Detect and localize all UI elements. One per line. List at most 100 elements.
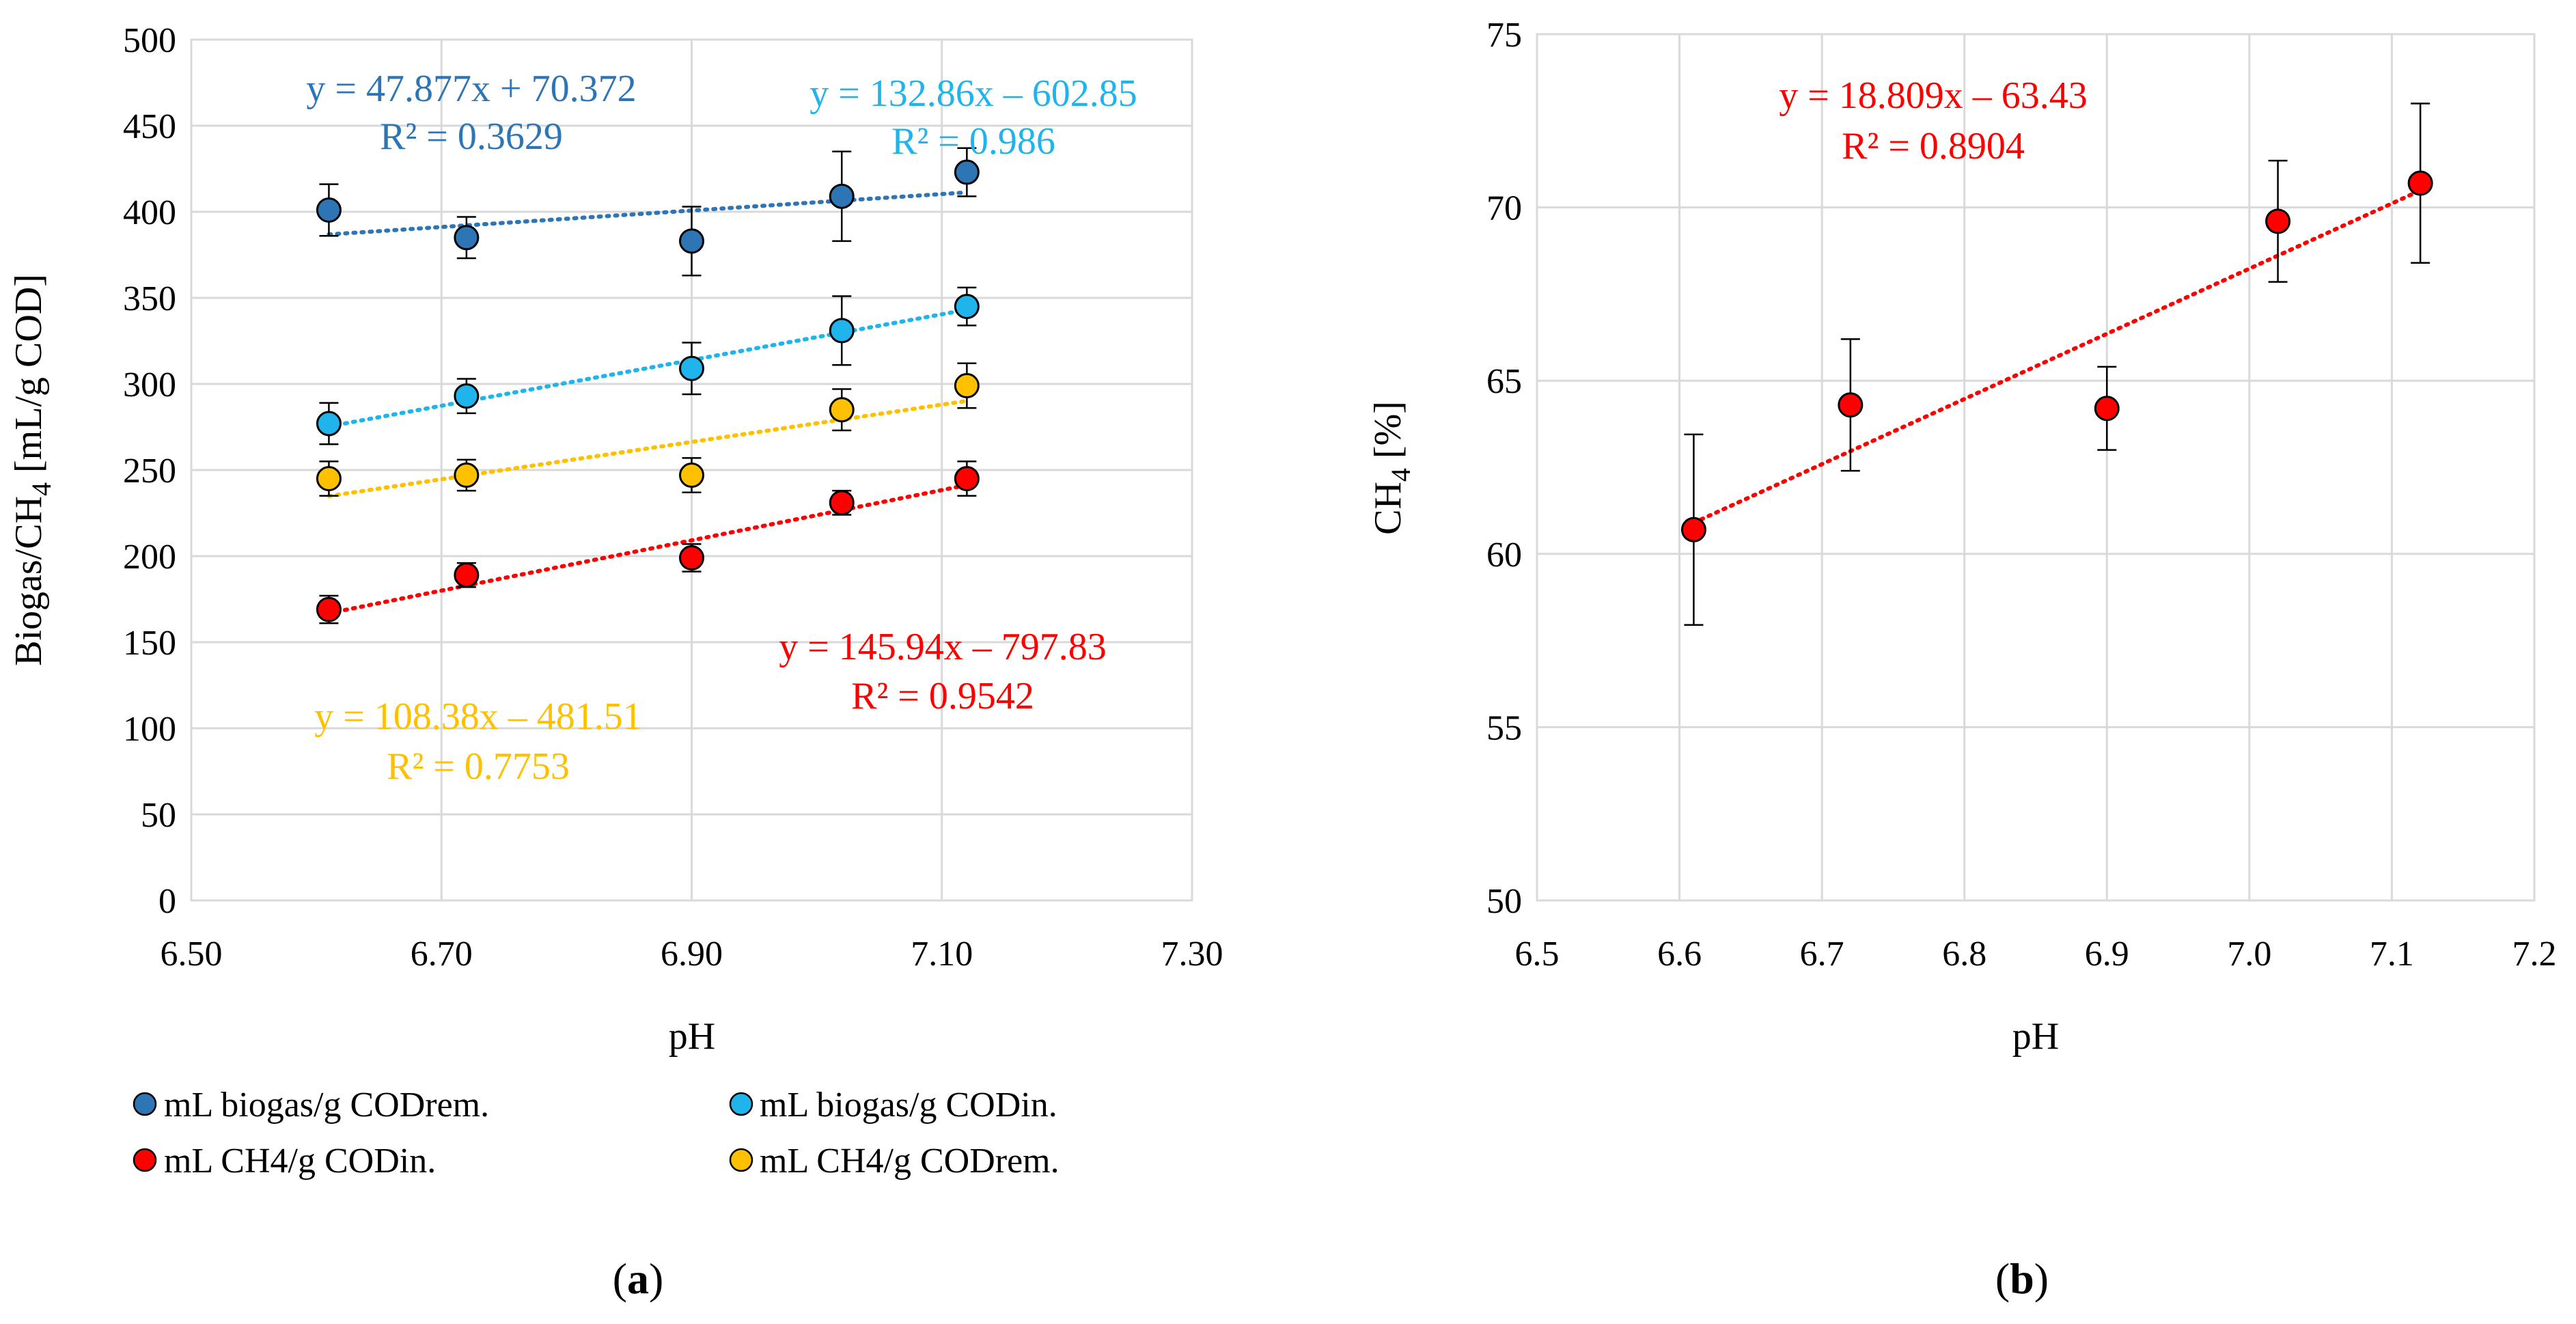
- y-tick-label: 200: [123, 538, 176, 577]
- data-point: [954, 159, 980, 185]
- chart-b-y-tick-labels: 50 55 60 65 70 75: [1486, 16, 1522, 921]
- legend-marker-ch4-rem: [729, 1148, 753, 1172]
- trendline: [327, 398, 969, 499]
- chart-b-x-tick-labels: 6.5 6.6 6.7 6.8 6.9 7.0 7.1 7.2: [1515, 935, 2557, 974]
- data-point: [829, 318, 855, 344]
- chart-b-x-axis-label: pH: [2012, 1015, 2059, 1058]
- eq-ch4-rem: y = 108.38x – 481.51: [314, 695, 642, 738]
- data-point: [829, 397, 855, 423]
- data-point: [2094, 396, 2120, 422]
- eq-ch4-pct: y = 18.809x – 63.43: [1779, 74, 2088, 117]
- y-tick-label: 450: [123, 107, 176, 146]
- data-point: [1680, 516, 1706, 542]
- data-point: [316, 596, 342, 622]
- data-point: [829, 183, 855, 209]
- x-tick-label: 6.90: [661, 935, 723, 974]
- data-point: [829, 490, 855, 516]
- caption-a: (a): [613, 1254, 664, 1303]
- chart-b-trendline: [1691, 188, 2423, 525]
- legend-label-biogas-rem: mL biogas/g CODrem.: [164, 1086, 489, 1125]
- data-point: [454, 225, 480, 251]
- y-tick-label: 50: [1486, 882, 1522, 921]
- data-point: [679, 228, 704, 254]
- data-point: [679, 355, 704, 381]
- data-point: [2265, 208, 2291, 234]
- chart-b-y-axis-label: CH4 [%]: [1367, 401, 1416, 535]
- chart-a-points: [316, 159, 980, 622]
- chart-a-y-axis-label: Biogas/CH4 [mL/g COD]: [8, 274, 57, 666]
- y-tick-label: 250: [123, 452, 176, 491]
- data-point: [954, 466, 980, 492]
- legend-label-ch4-rem: mL CH4/g CODrem.: [760, 1142, 1060, 1181]
- y-tick-label: 0: [158, 882, 176, 921]
- x-tick-label: 6.8: [1942, 935, 1986, 974]
- data-point: [316, 466, 342, 492]
- x-tick-label: 6.5: [1515, 935, 1560, 974]
- legend-label-ch4-in: mL CH4/g CODin.: [164, 1142, 436, 1181]
- legend-label-biogas-in: mL biogas/g CODin.: [760, 1086, 1057, 1125]
- y-tick-label: 400: [123, 193, 176, 232]
- chart-b-plot-area: [1537, 34, 2534, 900]
- data-point: [679, 545, 704, 571]
- x-tick-label: 6.7: [1800, 935, 1844, 974]
- x-tick-label: 6.6: [1657, 935, 1702, 974]
- r2-ch4-in: R² = 0.9542: [851, 675, 1034, 717]
- x-tick-label: 7.1: [2370, 935, 2414, 974]
- data-point: [454, 463, 480, 488]
- chart-a-trendlines: [327, 190, 969, 616]
- x-tick-label: 7.30: [1161, 935, 1223, 974]
- y-tick-label: 50: [141, 796, 176, 835]
- chart-a-legend: mL biogas/g CODrem. mL biogas/g CODin. m…: [133, 1086, 1060, 1181]
- y-tick-label: 65: [1486, 362, 1522, 401]
- chart-a-axes: [190, 38, 1193, 902]
- r2-ch4-pct: R² = 0.8904: [1842, 125, 2025, 167]
- eq-ch4-in: y = 145.94x – 797.83: [779, 626, 1107, 668]
- y-tick-label: 300: [123, 366, 176, 404]
- x-tick-label: 6.9: [2085, 935, 2129, 974]
- chart-b-axes: [1536, 33, 2536, 902]
- data-point: [454, 562, 480, 588]
- y-tick-label: 150: [123, 624, 176, 663]
- x-tick-label: 6.70: [411, 935, 473, 974]
- r2-biogas-rem: R² = 0.3629: [380, 115, 563, 158]
- data-point: [316, 411, 342, 437]
- y-tick-label: 500: [123, 21, 176, 60]
- y-tick-label: 55: [1486, 708, 1522, 747]
- data-point: [1838, 392, 1864, 418]
- data-point: [2407, 170, 2433, 196]
- data-point: [316, 197, 342, 223]
- plot-border: [1536, 33, 2536, 902]
- eq-biogas-rem: y = 47.877x + 70.372: [306, 68, 636, 110]
- trendline: [327, 307, 969, 429]
- caption-b: (b): [1995, 1254, 2049, 1303]
- r2-biogas-in: R² = 0.986: [891, 120, 1055, 163]
- x-tick-label: 7.10: [911, 935, 973, 974]
- chart-a-x-tick-labels: 6.50 6.70 6.90 7.10 7.30: [161, 935, 1223, 974]
- data-point: [454, 383, 480, 409]
- data-point: [954, 373, 980, 399]
- y-tick-label: 60: [1486, 536, 1522, 575]
- x-tick-label: 7.2: [2512, 935, 2557, 974]
- chart-b-points: [1680, 170, 2433, 542]
- r2-ch4-rem: R² = 0.7753: [387, 745, 570, 788]
- legend-marker-biogas-rem: [133, 1092, 157, 1116]
- trendline: [1691, 188, 2423, 525]
- legend-marker-ch4-in: [133, 1148, 157, 1172]
- y-tick-label: 100: [123, 710, 176, 749]
- chart-b: 50 55 60 65 70 75 6.5 6.6 6.7 6.8 6.9 7.0 7.1 7.2 pH…: [1367, 16, 2557, 1303]
- trendline: [327, 190, 969, 237]
- y-tick-label: 70: [1486, 189, 1522, 228]
- y-tick-label: 350: [123, 279, 176, 318]
- chart-a-y-tick-labels: 0 50 100 150 200 250 300 350 400 450 500: [123, 21, 176, 921]
- data-point: [679, 463, 704, 488]
- trendline: [327, 483, 969, 616]
- legend-marker-biogas-in: [729, 1092, 753, 1116]
- data-point: [954, 294, 980, 320]
- y-tick-label: 75: [1486, 16, 1522, 55]
- chart-a-x-axis-label: pH: [669, 1015, 715, 1058]
- eq-biogas-in: y = 132.86x – 602.85: [809, 72, 1137, 115]
- x-tick-label: 7.0: [2227, 935, 2271, 974]
